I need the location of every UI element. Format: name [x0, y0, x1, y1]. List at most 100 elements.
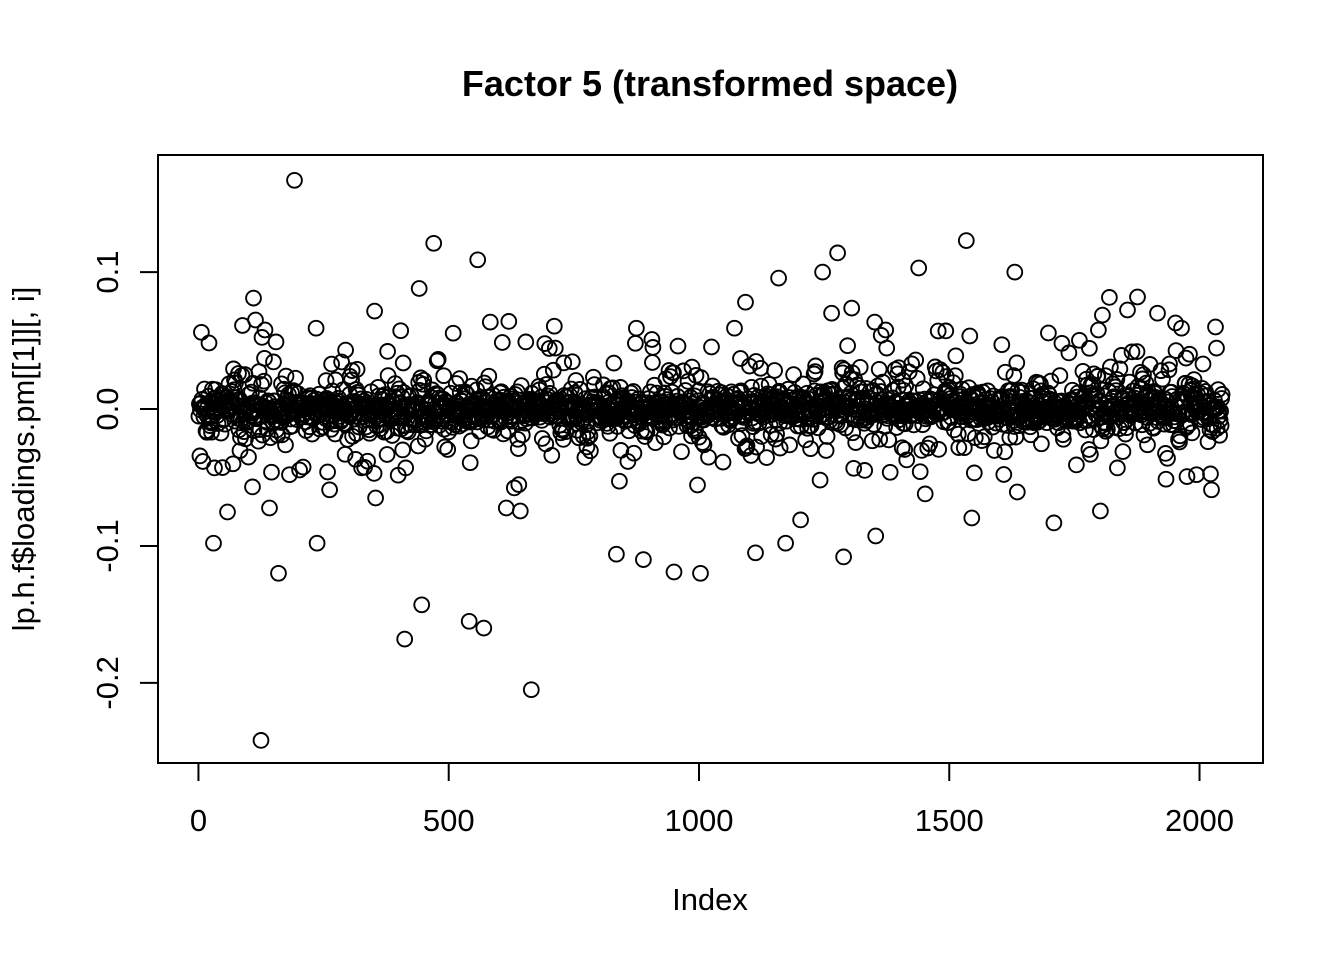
- data-point: [689, 476, 706, 494]
- data-point: [692, 369, 710, 386]
- data-point: [475, 619, 493, 637]
- data-point: [770, 269, 787, 287]
- data-point: [291, 461, 308, 479]
- data-point: [1149, 304, 1166, 322]
- data-point: [544, 361, 562, 379]
- data-point: [635, 551, 652, 568]
- data-point: [533, 430, 551, 447]
- data-point: [460, 612, 478, 630]
- data-point: [1042, 372, 1060, 390]
- data-point: [665, 563, 683, 581]
- data-point: [963, 509, 981, 527]
- data-point: [896, 441, 914, 458]
- chart-title: Factor 5 (transformed space): [462, 63, 958, 104]
- data-point: [843, 299, 861, 317]
- data-point: [267, 333, 285, 351]
- data-point: [1068, 456, 1085, 474]
- data-point: [1008, 483, 1026, 501]
- scatter-points: [190, 171, 1231, 749]
- data-point: [522, 681, 540, 699]
- data-point: [907, 351, 925, 369]
- data-point: [1161, 355, 1178, 373]
- data-point: [319, 463, 336, 481]
- data-point: [1181, 345, 1198, 363]
- data-point: [245, 422, 263, 439]
- data-point: [847, 434, 865, 451]
- data-point: [748, 438, 765, 456]
- data-point: [1071, 331, 1088, 349]
- data-point: [929, 322, 947, 340]
- data-point: [397, 459, 415, 477]
- data-point: [802, 440, 819, 458]
- data-point: [435, 367, 453, 385]
- data-point: [766, 362, 783, 379]
- data-point: [683, 358, 701, 376]
- data-point: [494, 425, 512, 443]
- data-point: [536, 335, 554, 352]
- data-point: [394, 354, 412, 372]
- data-point: [732, 350, 749, 367]
- data-point: [1082, 445, 1099, 463]
- data-point: [214, 459, 231, 476]
- data-point: [700, 448, 717, 466]
- x-tick-label: 2000: [1165, 803, 1234, 838]
- data-point: [996, 363, 1014, 381]
- data-point: [1051, 367, 1069, 384]
- data-point: [396, 630, 414, 648]
- data-point: [619, 453, 637, 470]
- data-point: [1139, 436, 1156, 454]
- data-point: [823, 304, 840, 322]
- data-point: [628, 319, 645, 337]
- data-point: [378, 446, 396, 463]
- x-tick-label: 1500: [915, 803, 984, 838]
- x-tick-label: 0: [190, 803, 207, 838]
- data-point: [1188, 466, 1205, 484]
- data-point: [333, 353, 350, 371]
- data-point: [1173, 319, 1190, 337]
- data-point: [950, 439, 968, 456]
- data-point: [898, 451, 916, 469]
- x-tick-label: 500: [423, 803, 475, 838]
- data-point: [1178, 468, 1196, 485]
- data-point: [277, 436, 294, 454]
- data-point: [554, 431, 572, 448]
- data-point: [829, 244, 846, 262]
- data-point: [1208, 339, 1225, 357]
- data-point: [867, 527, 885, 545]
- data-point: [910, 259, 928, 277]
- data-point: [436, 438, 454, 456]
- x-axis: 0 500 1000 1500 2000: [190, 763, 1234, 838]
- data-point: [995, 466, 1013, 483]
- data-point: [543, 446, 561, 464]
- data-point: [261, 499, 278, 517]
- data-point: [1006, 263, 1024, 281]
- data-point: [286, 171, 303, 189]
- data-point: [1033, 435, 1050, 453]
- data-point: [537, 435, 555, 453]
- data-point: [851, 358, 869, 376]
- data-point: [1084, 376, 1102, 393]
- x-tick-label: 1000: [665, 803, 734, 838]
- data-point: [975, 428, 993, 446]
- data-point: [1040, 324, 1057, 342]
- data-point: [244, 478, 261, 496]
- data-point: [323, 355, 340, 373]
- data-point: [1090, 321, 1107, 339]
- data-point: [425, 234, 443, 252]
- data-point: [814, 263, 831, 281]
- data-point: [500, 313, 518, 330]
- data-point: [582, 442, 599, 460]
- data-point: [973, 432, 991, 449]
- data-point: [1177, 349, 1195, 367]
- data-point: [1045, 514, 1063, 532]
- data-point: [563, 353, 581, 371]
- data-point: [1203, 481, 1220, 499]
- data-point: [439, 441, 457, 458]
- data-point: [694, 434, 711, 451]
- data-point: [219, 503, 236, 521]
- data-point: [833, 359, 851, 377]
- data-point: [555, 354, 573, 372]
- y-axis-label: lp.h.f$loadings.pm[[1]][, i]: [6, 287, 41, 632]
- data-point: [509, 440, 527, 457]
- data-point: [509, 430, 527, 448]
